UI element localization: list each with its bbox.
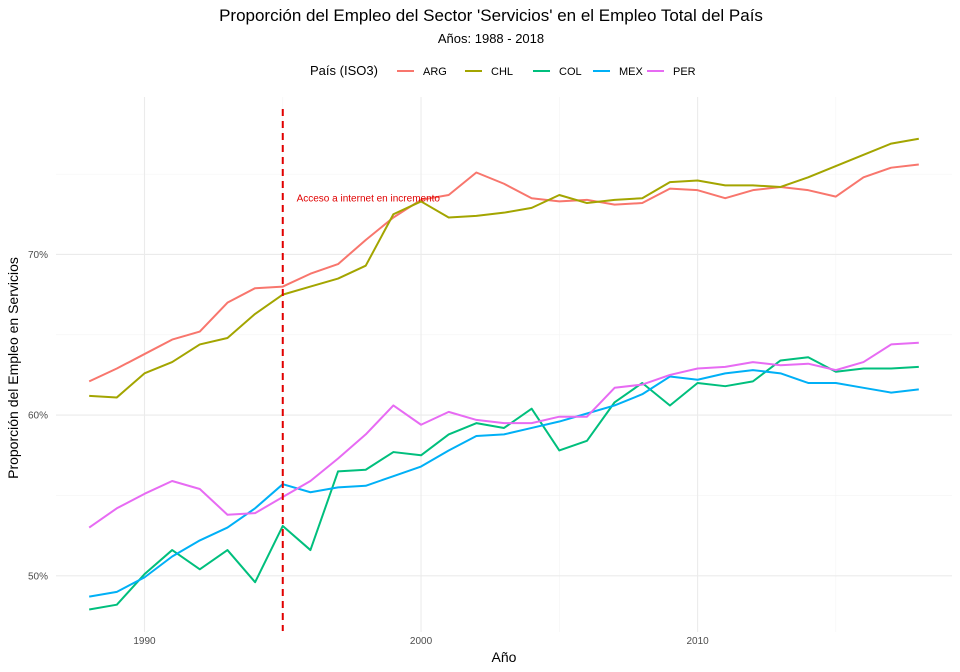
series-line-col: [89, 356, 919, 611]
series-line-arg: [88, 163, 919, 383]
legend-title: País (ISO3): [310, 63, 378, 78]
series-line-per: [88, 341, 919, 529]
axis-ticks: 1990 2000 2010 50% 60% 70%: [28, 250, 709, 647]
x-axis-title: Año: [492, 649, 517, 665]
legend-label-per: PER: [673, 66, 696, 78]
annotation-text: Acceso a internet en incremento: [297, 193, 441, 204]
chart-subtitle: Años: 1988 - 2018: [438, 31, 544, 46]
series-line-mex: [89, 369, 919, 598]
x-tick-label: 1990: [133, 636, 156, 647]
chart-title: Proporción del Empleo del Sector 'Servic…: [219, 6, 763, 25]
y-axis-title: Proporción del Empleo en Servicios: [5, 257, 21, 479]
x-tick-label: 2000: [410, 636, 433, 647]
plot-area: Acceso a internet en incremento: [88, 109, 919, 631]
legend-label-chl: CHL: [491, 66, 513, 78]
legend: País (ISO3) ARG CHL COL MEX PER: [310, 63, 696, 78]
y-tick-label: 50%: [28, 571, 48, 582]
x-tick-label: 2010: [686, 636, 709, 647]
legend-label-mex: MEX: [619, 66, 644, 78]
legend-label-arg: ARG: [423, 66, 447, 78]
y-tick-label: 60%: [28, 411, 48, 422]
legend-label-col: COL: [559, 66, 582, 78]
plot-grid: [56, 97, 952, 632]
series-line-chl: [89, 137, 919, 399]
y-tick-label: 70%: [28, 250, 48, 261]
